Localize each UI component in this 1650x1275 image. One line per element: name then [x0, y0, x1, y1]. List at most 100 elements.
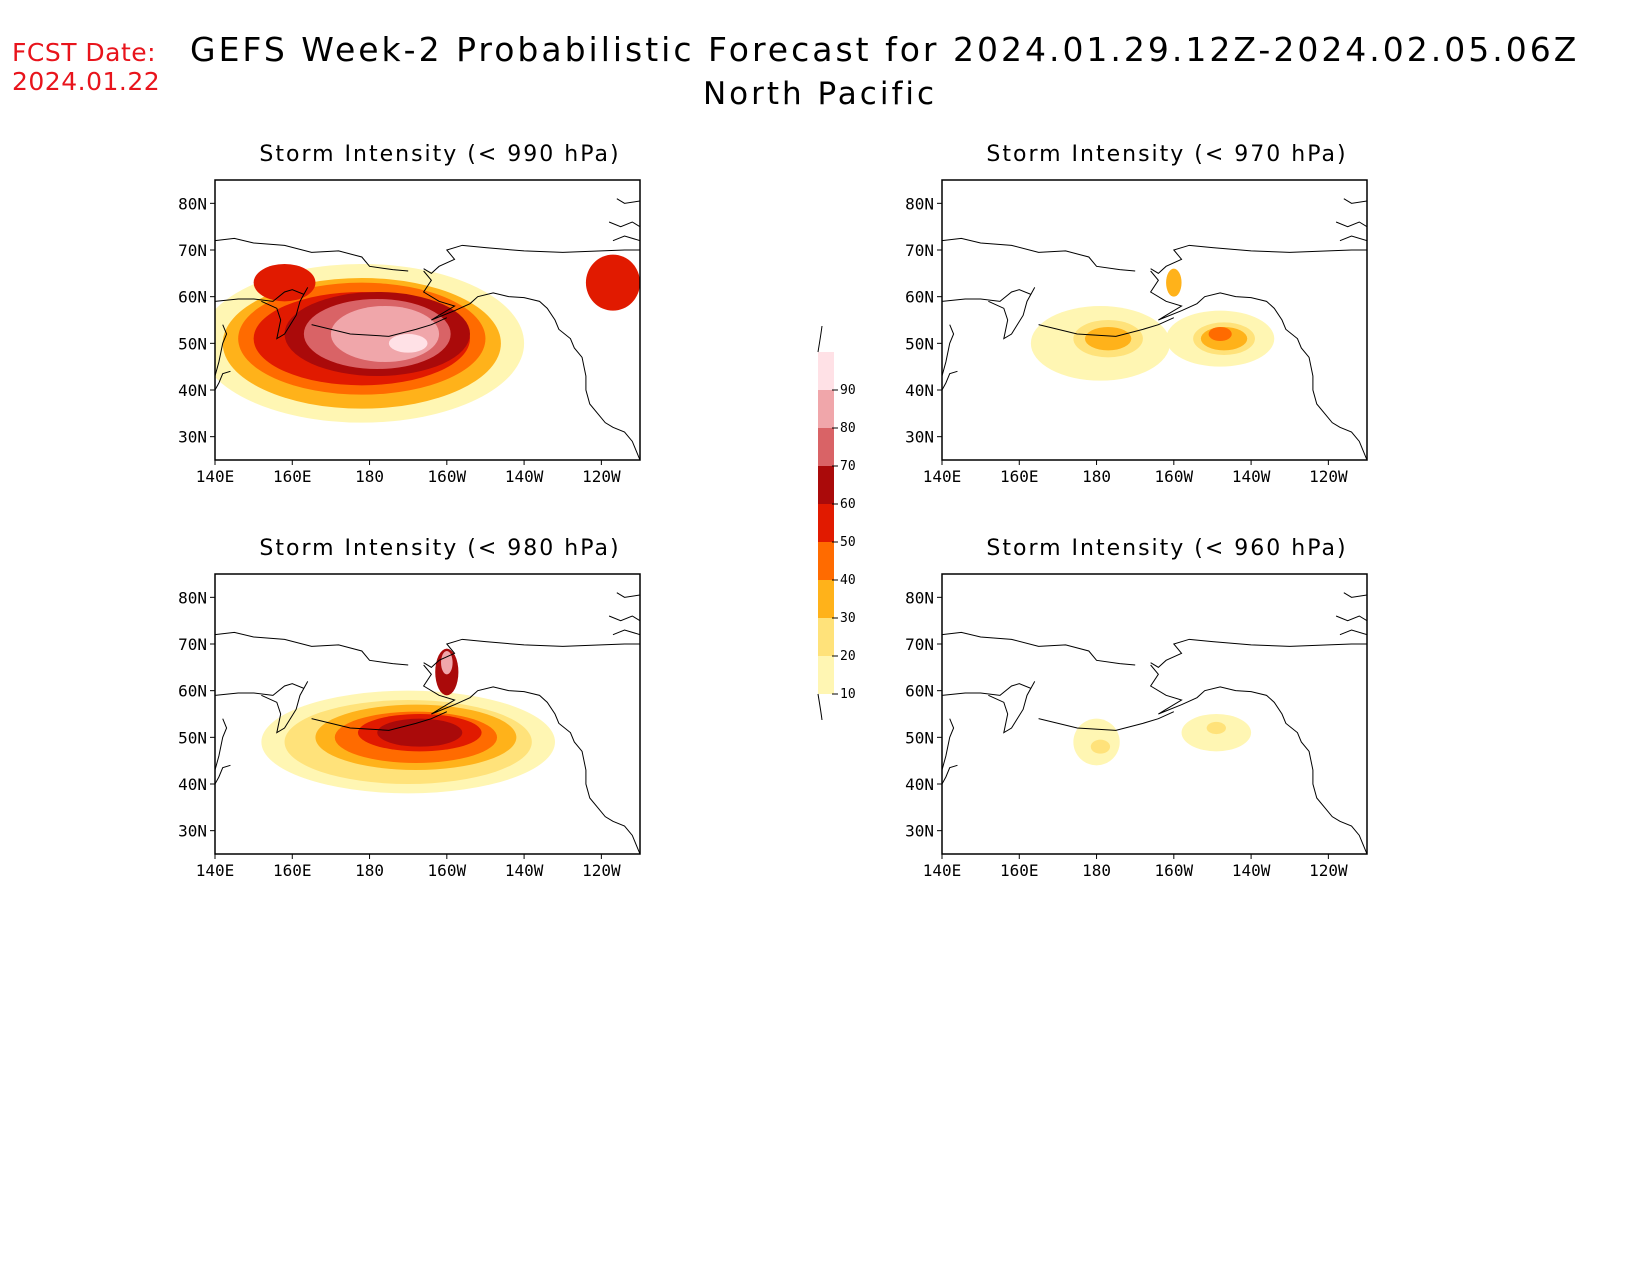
colorbar-label: 50: [840, 535, 856, 550]
coastline: [942, 370, 958, 391]
lon-label: 160W: [428, 467, 467, 486]
page-title: GEFS Week-2 Probabilistic Forecast for 2…: [190, 30, 1580, 69]
lat-label: 60N: [905, 682, 934, 701]
colorbar-label: 70: [840, 459, 856, 474]
lon-label: 140E: [196, 467, 235, 486]
colorbar: 10 20 30 40 50 60 70 80 90: [800, 325, 860, 740]
forecast-date: FCST Date: 2024.01.22: [12, 38, 160, 96]
coastline: [1150, 638, 1367, 668]
lat-label: 50N: [178, 728, 207, 747]
probability-contour: [1206, 721, 1226, 735]
coastline: [942, 718, 955, 771]
lon-label: 140E: [923, 467, 962, 486]
coastline: [608, 615, 640, 622]
coastline: [1343, 198, 1367, 204]
panel-980: Storm Intensity (< 980 hPa) 80N 70N 60N 50N…: [160, 536, 720, 936]
coastline: [215, 237, 409, 272]
panel-970: Storm Intensity (< 970 hPa) 80N 70N 60N 50N…: [887, 142, 1447, 542]
map-970: 80N 70N 60N 50N 40N 30N 140E 160E 180 160W 140W 120…: [905, 179, 1368, 486]
coastline: [1150, 244, 1367, 274]
forecast-date-label: FCST Date:: [12, 38, 157, 67]
colorbar-segment: [818, 352, 834, 390]
colorbar-label: 60: [840, 497, 856, 512]
coastline: [215, 764, 231, 785]
colorbar-label: 90: [840, 383, 856, 398]
lat-label: 30N: [905, 428, 934, 447]
colorbar-label: 30: [840, 611, 856, 626]
panel-title: Storm Intensity (< 990 hPa): [259, 142, 621, 167]
colorbar-segment: [818, 618, 834, 656]
lat-label: 50N: [178, 334, 207, 353]
lat-label: 70N: [905, 241, 934, 260]
probability-contour: [441, 651, 453, 675]
probability-contour: [585, 254, 640, 311]
coastline: [942, 237, 1136, 272]
probability-contour: [377, 718, 463, 747]
coastline: [215, 631, 409, 666]
lat-label: 60N: [178, 288, 207, 307]
lon-label: 140W: [505, 861, 544, 880]
panel-title: Storm Intensity (< 960 hPa): [986, 536, 1348, 561]
map-frame: [214, 573, 641, 855]
coastline: [1339, 629, 1367, 636]
lat-label: 30N: [178, 428, 207, 447]
lat-label: 50N: [905, 334, 934, 353]
colorbar-label: 20: [840, 649, 856, 664]
lon-label: 160E: [1000, 467, 1039, 486]
lon-label: 140W: [505, 467, 544, 486]
probability-contour: [388, 334, 428, 353]
coastline: [422, 270, 640, 460]
lat-label: 70N: [178, 635, 207, 654]
lat-label: 70N: [905, 635, 934, 654]
colorbar-segment: [818, 466, 834, 504]
lon-label: 160W: [1155, 861, 1194, 880]
coastline: [942, 324, 955, 377]
probability-contour: [1208, 327, 1232, 341]
coastline: [422, 664, 640, 854]
coastline: [1335, 221, 1367, 228]
lon-label: 140W: [1232, 861, 1271, 880]
coastline: [423, 244, 640, 274]
coastline: [215, 370, 231, 391]
coastline: [608, 221, 640, 228]
lat-label: 80N: [905, 588, 934, 607]
coastline: [1038, 317, 1175, 337]
lat-label: 30N: [178, 822, 207, 841]
lat-label: 80N: [905, 194, 934, 213]
lon-label: 180: [1082, 861, 1111, 880]
probability-contour: [1090, 739, 1111, 754]
panel-title: Storm Intensity (< 970 hPa): [986, 142, 1348, 167]
map-980: 80N 70N 60N 50N 40N 30N 140E 160E 180 160W 140W 120…: [178, 573, 641, 880]
map-frame: [214, 179, 641, 461]
lat-label: 30N: [905, 822, 934, 841]
coastline: [942, 287, 1036, 340]
lat-label: 40N: [178, 775, 207, 794]
coastline: [1038, 711, 1175, 731]
lon-label: 120W: [582, 861, 621, 880]
panel-title: Storm Intensity (< 980 hPa): [259, 536, 621, 561]
map-frame: [941, 573, 1368, 855]
lat-label: 70N: [178, 241, 207, 260]
coastline: [942, 681, 1036, 734]
lon-label: 120W: [1309, 467, 1348, 486]
coastline: [616, 592, 640, 598]
lat-label: 80N: [178, 588, 207, 607]
lon-label: 140E: [923, 861, 962, 880]
colorbar-label: 80: [840, 421, 856, 436]
lon-label: 160E: [273, 467, 312, 486]
lon-label: 160W: [1155, 467, 1194, 486]
map-960: 80N 70N 60N 50N 40N 30N 140E 160E 180 160W 140W 120…: [905, 573, 1368, 880]
probability-field: [942, 592, 1367, 854]
colorbar-segment: [818, 656, 834, 694]
lat-label: 80N: [178, 194, 207, 213]
lat-label: 50N: [905, 728, 934, 747]
lon-label: 140W: [1232, 467, 1271, 486]
coastline: [942, 631, 1136, 666]
panel-960: Storm Intensity (< 960 hPa) 80N 70N 60N 50N…: [887, 536, 1447, 936]
lat-label: 60N: [905, 288, 934, 307]
lon-label: 180: [355, 861, 384, 880]
lon-label: 180: [355, 467, 384, 486]
probability-field: [215, 592, 640, 854]
coastline: [215, 324, 228, 377]
coastline: [616, 198, 640, 204]
